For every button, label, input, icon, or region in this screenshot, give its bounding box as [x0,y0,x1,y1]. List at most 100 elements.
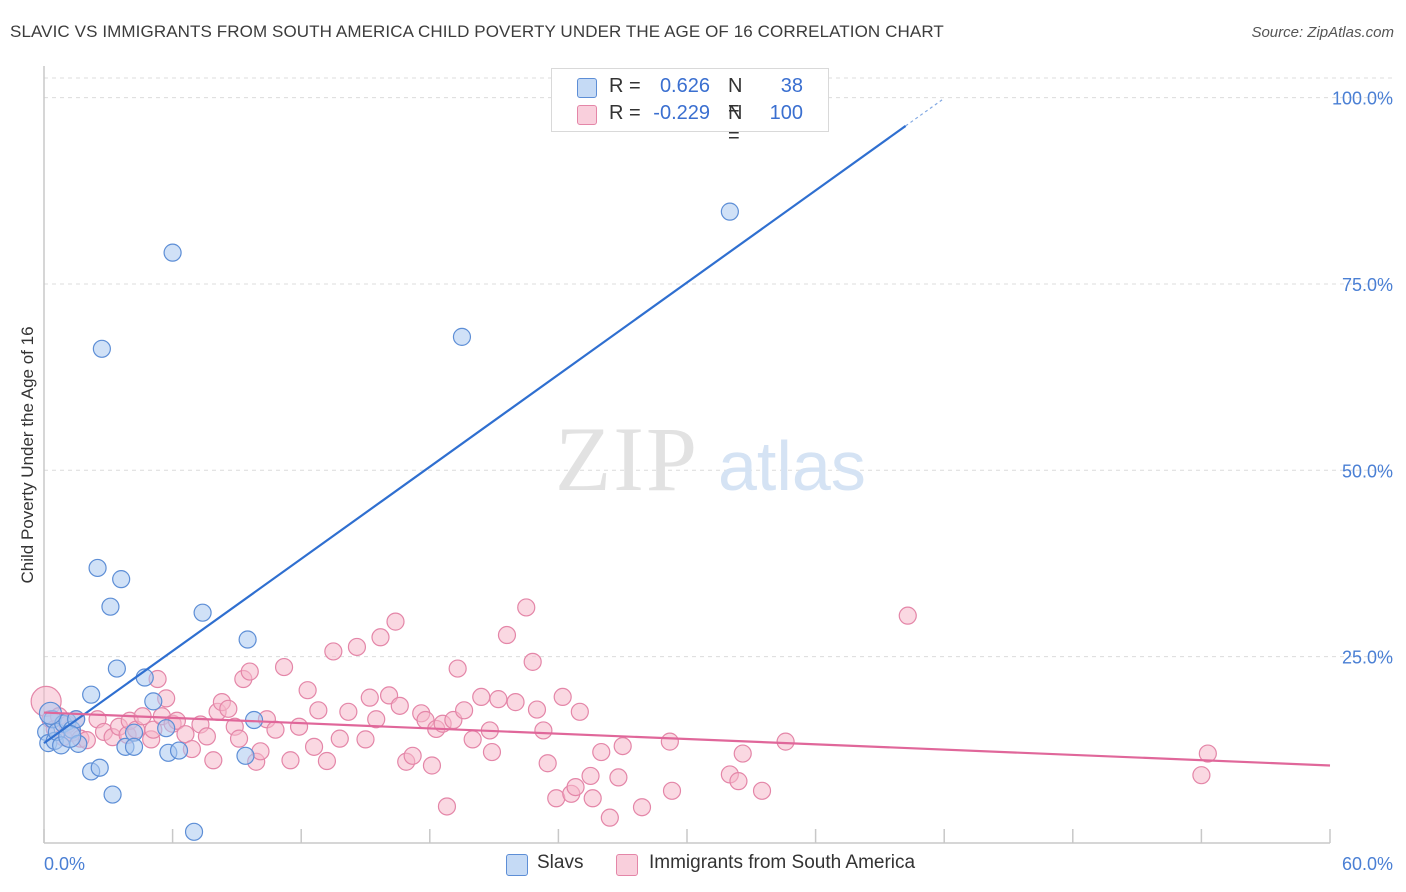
immigrants-point [660,732,679,751]
immigrants-point [547,789,566,808]
immigrants-swatch [577,105,597,125]
immigrants-point [553,687,572,707]
immigrants-point [609,768,628,787]
n-label: N = [728,75,743,120]
immigrants-point [347,637,367,657]
immigrants-point [330,729,349,748]
immigrants-point [371,628,390,647]
immigrants-point [266,720,285,739]
immigrants-point [386,612,405,631]
immigrants-point [463,730,482,749]
immigrants-point [219,699,238,718]
immigrants-legend-label: Immigrants from South America [649,852,916,873]
immigrants-point [403,746,422,765]
immigrants-point [317,751,337,771]
slavs-point [58,724,82,749]
immigrants-point [274,657,294,677]
y-tick-label: 50.0% [1342,461,1393,481]
n-label: N = [728,102,743,147]
slavs-legend-label: Slavs [537,852,584,873]
slavs-point [169,741,189,760]
slavs-series [37,202,739,841]
immigrants-point [506,693,525,712]
immigrants-point [1192,766,1211,785]
watermark-atlas: atlas [718,427,866,505]
slavs-point [236,746,255,765]
immigrants-point [898,606,917,625]
immigrants-point [497,625,517,645]
slavs-point [92,339,111,358]
immigrants-point [523,652,542,671]
immigrants-point [251,742,270,761]
immigrants-point [729,772,748,791]
immigrants-trend-line [43,711,1331,767]
tick-labels: 25.0% 50.0% 75.0% 100.0% 0.0% 60.0% [44,89,1393,874]
immigrants-point [733,744,752,763]
source-label: Source: ZipAtlas.com [1251,24,1394,41]
immigrants-point [298,681,317,700]
immigrants-point [592,742,611,762]
r-value: -0.229 [653,102,710,124]
r-value: 0.626 [659,75,710,97]
immigrants-point [309,701,328,720]
slavs-point [193,603,212,622]
immigrants-point [583,789,602,808]
immigrants-point [204,751,223,770]
slavs-point [157,719,176,738]
slavs-point [238,630,257,649]
watermark-zip: ZIP [555,408,699,510]
immigrants-legend-swatch [616,854,638,876]
immigrants-point [289,717,309,736]
immigrants-point [534,721,553,740]
immigrants-point [517,598,536,617]
immigrants-point [422,756,442,775]
immigrants-point [489,690,508,709]
trend-lines [43,99,1331,767]
immigrants-point [240,662,259,681]
slavs-point [112,570,131,589]
immigrants-point [360,688,379,707]
immigrants-point [632,798,652,817]
immigrants-point [1198,744,1217,763]
immigrants-point [482,742,502,762]
slavs-point [107,659,126,678]
immigrants-point [390,696,409,715]
immigrants-point [367,710,386,729]
slavs-point [163,243,182,262]
immigrants-point [752,781,772,800]
correlation-legend: R = 0.626 N = 38 R = -0.229 N = 100 [551,68,829,147]
immigrants-point [339,702,358,721]
slavs-point [720,202,739,221]
immigrants-point [566,777,585,797]
y-tick-label: 75.0% [1342,275,1393,295]
immigrants-point [281,751,300,770]
n-value: 38 [780,75,803,97]
immigrants-point [613,736,632,756]
slavs-trend-extension [905,99,943,127]
y-tick-label: 25.0% [1342,648,1393,668]
immigrants-point [581,766,600,786]
x-tick-label: 60.0% [1342,854,1393,874]
immigrants-series [30,598,1217,827]
r-label: R = [609,75,641,97]
slavs-point [184,822,204,841]
immigrants-point [662,781,682,800]
immigrants-point [570,702,589,721]
n-value: 100 [769,102,803,124]
immigrants-point [776,732,795,751]
r-label: R = [609,102,641,124]
immigrants-point [454,701,474,720]
slavs-point [90,758,109,777]
slavs-point [88,558,107,578]
immigrants-point [356,730,375,749]
immigrants-point [324,642,343,661]
immigrants-point [527,700,547,719]
slavs-swatch [577,78,597,98]
immigrants-point [600,808,619,827]
slavs-legend-swatch [506,854,528,876]
grid-lines [44,77,1392,658]
immigrants-point [437,797,457,816]
slavs-point [82,685,101,704]
immigrants-point [448,659,467,678]
